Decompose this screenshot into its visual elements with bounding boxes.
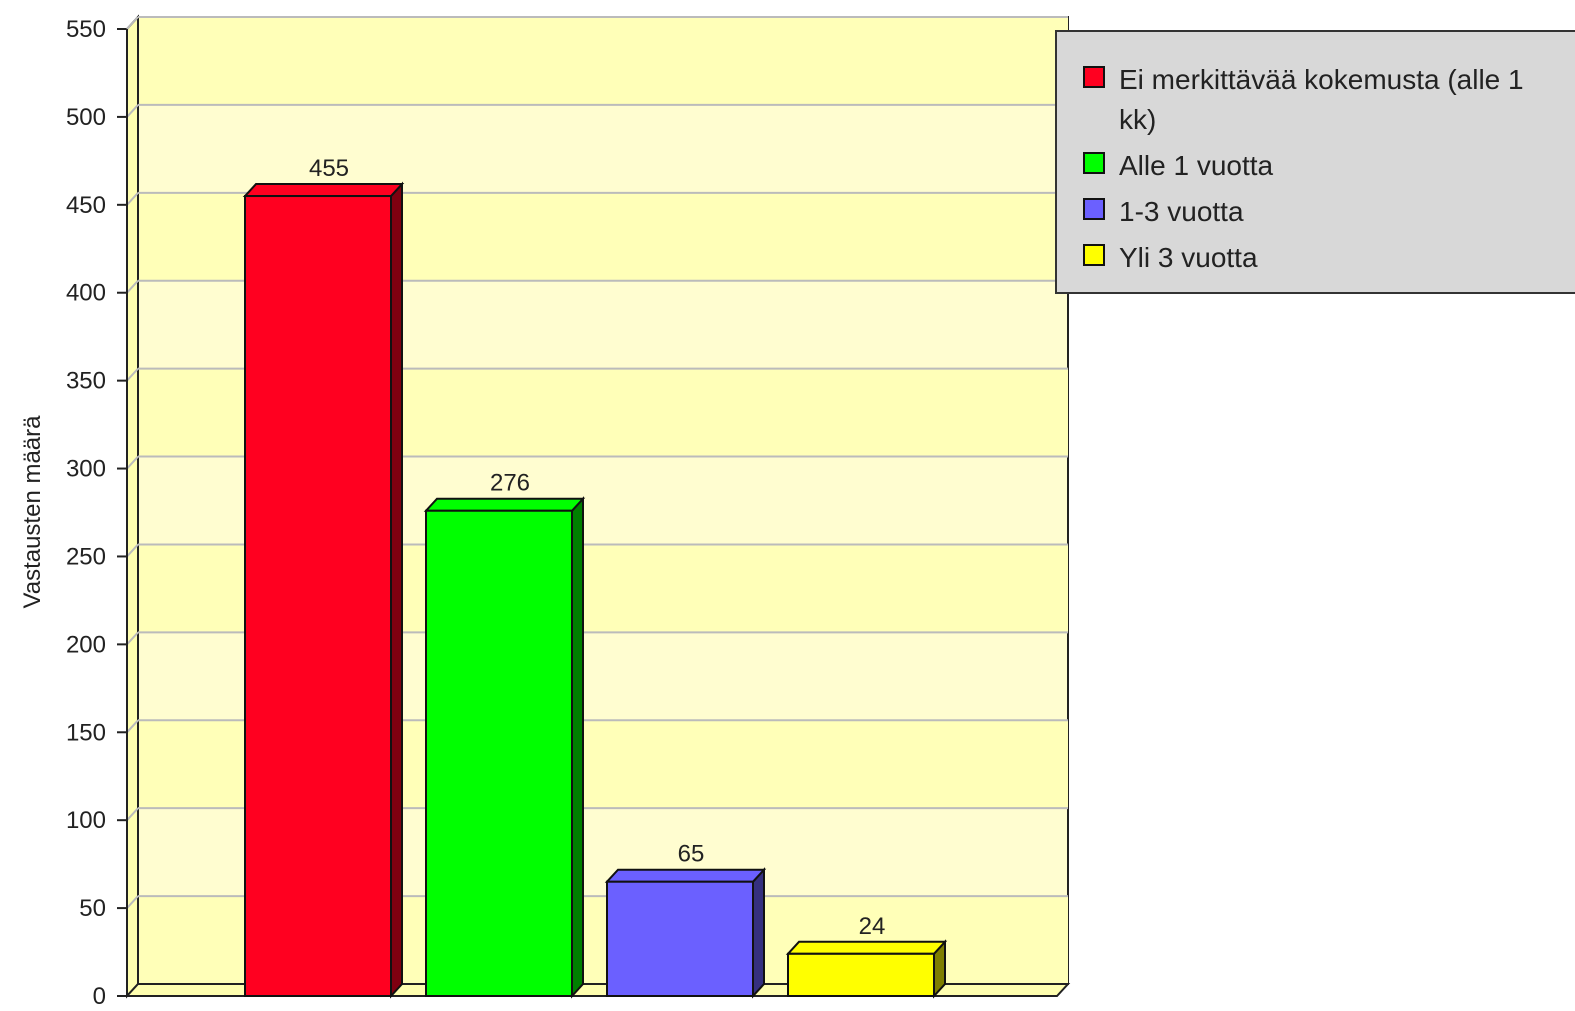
value-label: 65 <box>678 841 705 868</box>
bar-side <box>390 181 403 999</box>
y-tick-label: 500 <box>66 104 106 131</box>
bar-side <box>752 867 765 999</box>
y-tick-label: 200 <box>66 631 106 658</box>
legend-item: 1-3 vuotta <box>1083 192 1575 232</box>
grid-line <box>126 543 139 558</box>
y-tick-label: 150 <box>66 719 106 746</box>
legend-label: Alle 1 vuotta <box>1119 150 1274 181</box>
y-axis-label: Vastausten määrä <box>19 415 46 609</box>
bar <box>425 509 573 997</box>
value-label: 276 <box>490 470 530 497</box>
wall-band <box>138 17 1068 105</box>
y-tick-label: 450 <box>66 192 106 219</box>
legend-swatch <box>1083 244 1105 266</box>
bar-top <box>604 868 767 883</box>
grid-line <box>126 104 139 118</box>
bar <box>244 195 392 997</box>
bar <box>606 880 754 998</box>
y-tick-label: 400 <box>66 280 106 307</box>
value-label: 24 <box>859 913 886 940</box>
grid-line <box>126 807 139 821</box>
value-label: 455 <box>309 155 349 182</box>
legend-label: Yli 3 vuotta <box>1119 242 1258 273</box>
grid-line <box>126 280 139 294</box>
bar-top <box>423 497 586 512</box>
legend-swatch <box>1083 66 1105 88</box>
y-tick-label: 350 <box>66 368 106 395</box>
y-tick-label: 550 <box>66 16 106 43</box>
legend-swatch <box>1083 152 1105 174</box>
grid-line <box>126 631 139 646</box>
legend-item: Alle 1 vuotta <box>1083 146 1575 186</box>
grid-line <box>126 367 139 382</box>
legend-item: Ei merkittävää kokemusta (alle 1 kk) <box>1083 60 1575 140</box>
bar <box>787 952 935 998</box>
grid-line <box>126 895 139 909</box>
grid-line <box>126 16 139 30</box>
grid-line <box>126 192 139 206</box>
y-tick-label: 50 <box>79 895 106 922</box>
y-tick-label: 100 <box>66 807 106 834</box>
side-wall <box>126 14 139 999</box>
grid-line <box>126 719 139 733</box>
y-tick-label: 250 <box>66 543 106 570</box>
legend-label: Ei merkittävää kokemusta (alle 1 kk) <box>1119 64 1524 135</box>
bar-side <box>571 496 584 999</box>
y-tick-label: 0 <box>93 983 106 1010</box>
grid-line <box>126 455 139 470</box>
bar-top <box>785 940 948 955</box>
legend-item: Yli 3 vuotta <box>1083 238 1575 278</box>
legend-label: 1-3 vuotta <box>1119 196 1244 227</box>
y-tick-label: 300 <box>66 456 106 483</box>
legend-swatch <box>1083 198 1105 220</box>
bar-top <box>242 183 405 198</box>
legend: Ei merkittävää kokemusta (alle 1 kk) Alle… <box>1055 30 1575 294</box>
